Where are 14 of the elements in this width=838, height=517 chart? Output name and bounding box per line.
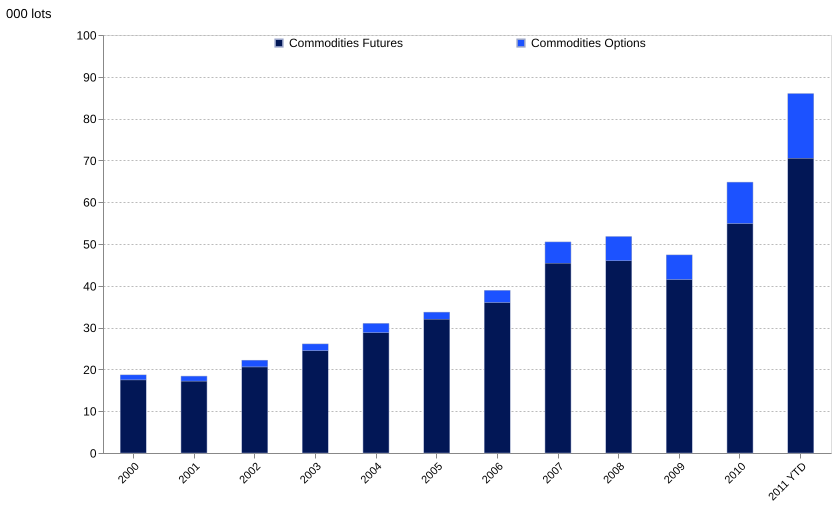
y-axis-title: 000 lots: [6, 6, 52, 21]
legend-label: Commodities Options: [531, 36, 646, 50]
y-tick-label: 30: [83, 321, 97, 336]
y-tick-label: 60: [83, 196, 97, 210]
y-tick-label: 10: [83, 404, 97, 419]
y-tick-label: 50: [83, 238, 97, 252]
y-tick-label: 90: [83, 70, 97, 84]
y-tick-label: 70: [83, 154, 97, 168]
y-tick-label: 20: [83, 362, 97, 377]
legend-label: Commodities Futures: [289, 36, 404, 50]
y-tick-label: 100: [76, 28, 97, 42]
y-tick-label: 80: [83, 112, 97, 126]
y-tick-label: 40: [83, 279, 97, 294]
y-tick-label: 0: [90, 446, 97, 460]
